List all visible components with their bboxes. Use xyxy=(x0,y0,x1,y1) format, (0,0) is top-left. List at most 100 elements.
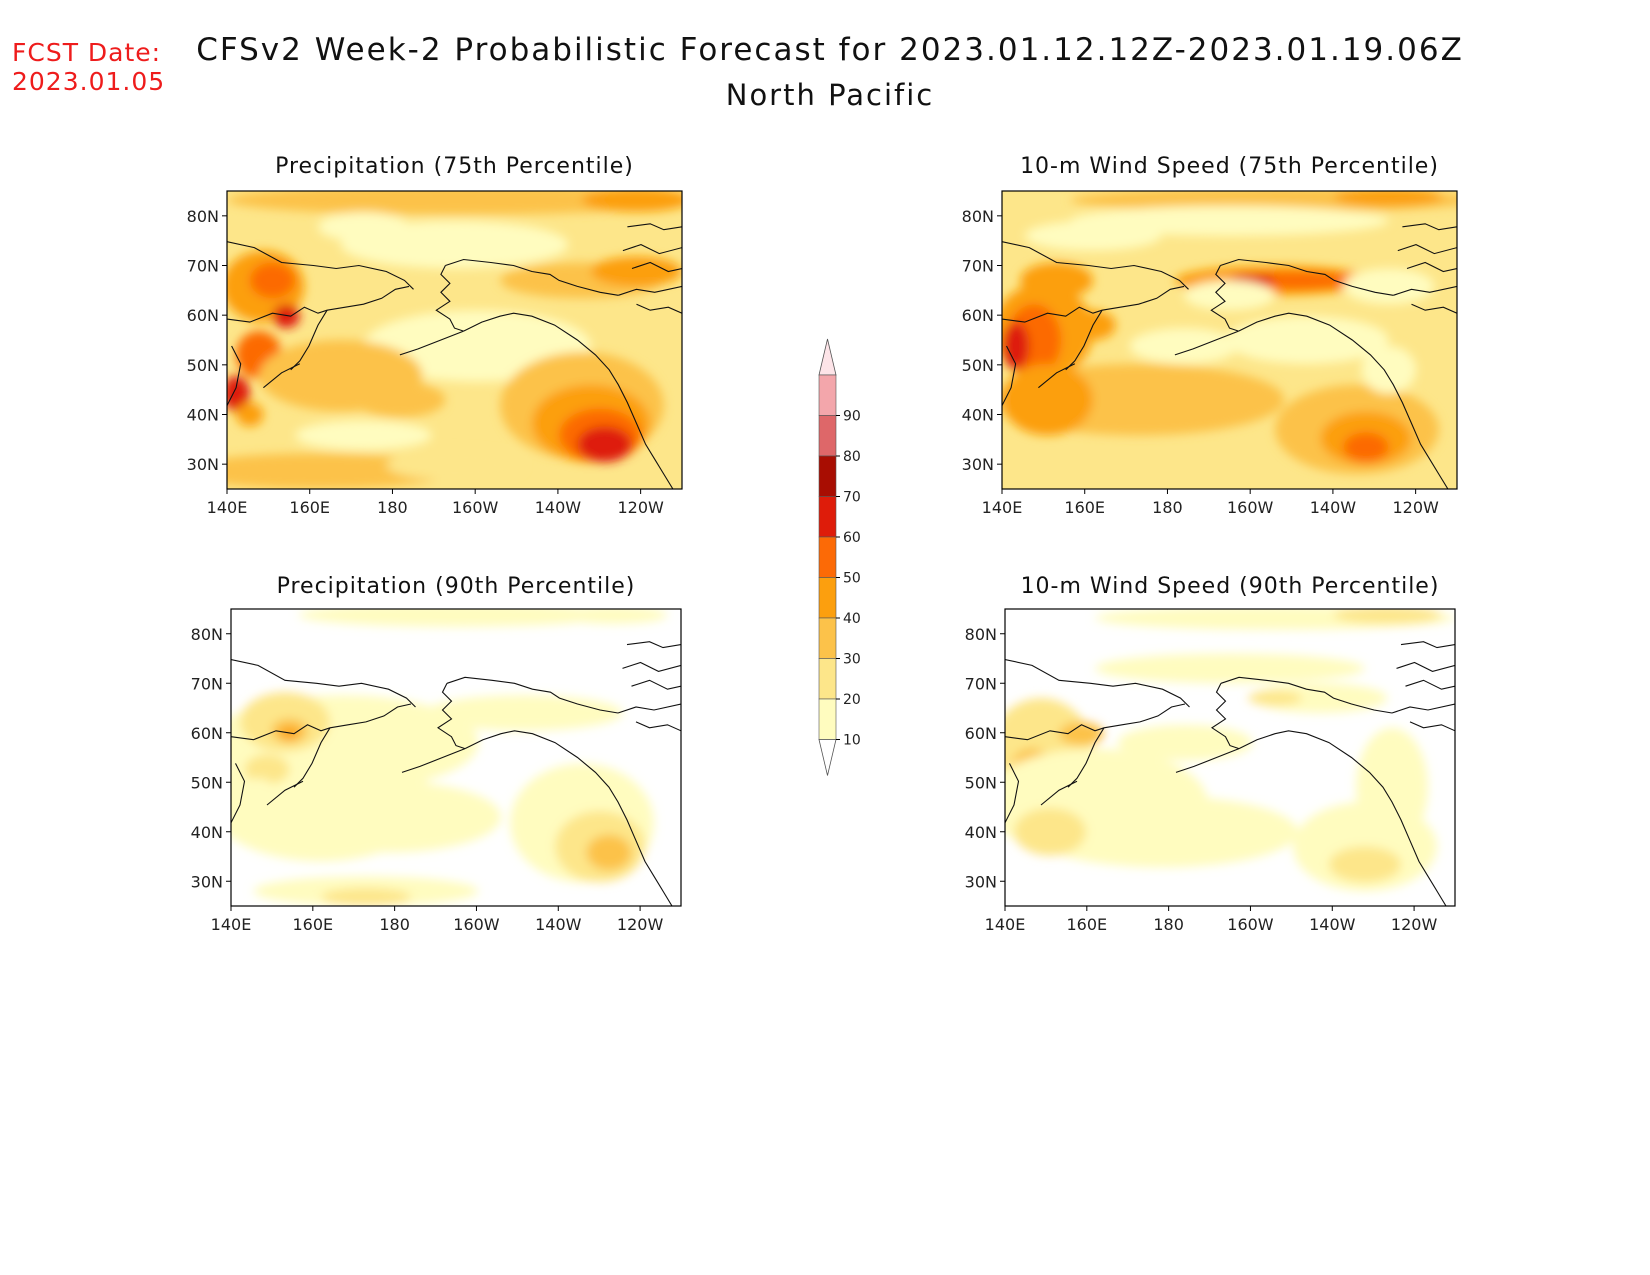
x-tick-label: 140W xyxy=(1310,498,1357,517)
x-tick-label: 140W xyxy=(535,498,582,517)
y-tick-label: 30N xyxy=(187,455,219,474)
colorbar-segment xyxy=(818,577,837,619)
map-frame xyxy=(1004,608,1456,907)
y-tick-label: 60N xyxy=(962,306,994,325)
x-tick-label: 160E xyxy=(1066,915,1107,934)
colorbar-segment xyxy=(818,338,837,376)
colorbar-label: 40 xyxy=(843,611,861,627)
colorbar-label: 80 xyxy=(843,449,861,465)
x-tick-label: 160E xyxy=(1064,498,1105,517)
coastline xyxy=(1409,721,1455,732)
coastline xyxy=(1238,730,1447,906)
x-tick-label: 120W xyxy=(1391,915,1438,934)
coastline xyxy=(401,748,466,773)
x-tick-label: 140E xyxy=(982,498,1023,517)
coastline xyxy=(231,763,246,824)
y-tick-label: 70N xyxy=(191,674,223,693)
x-tick-label: 160E xyxy=(292,915,333,934)
field-contour xyxy=(1329,846,1401,883)
field-contour xyxy=(386,450,523,481)
map-panel-wind75: 10-m Wind Speed (75th Percentile) 140E 160… xyxy=(962,154,1458,517)
coastline xyxy=(1397,244,1457,255)
y-tick-label: 50N xyxy=(187,356,219,375)
map-frame xyxy=(1001,190,1458,490)
x-tick-label: 140E xyxy=(985,915,1026,934)
coastline xyxy=(1174,330,1239,356)
coastline xyxy=(1005,703,1186,741)
map-panel-wind90: 10-m Wind Speed (90th Percentile) 140E 160… xyxy=(965,574,1456,934)
field-contour xyxy=(1184,280,1275,311)
fcst-date-caption: FCST Date: xyxy=(12,38,162,67)
field-contour xyxy=(236,402,264,427)
page-title: CFSv2 Week-2 Probabilistic Forecast for … xyxy=(196,32,1464,68)
y-tick-label: 30N xyxy=(965,872,997,891)
field-contour xyxy=(1252,683,1388,713)
y-tick-label: 30N xyxy=(191,872,223,891)
field-contour xyxy=(1059,721,1104,746)
field-shading xyxy=(227,191,682,489)
field-contour xyxy=(240,778,276,808)
coastline xyxy=(1393,285,1457,296)
field-contour xyxy=(280,727,299,740)
y-tick-label: 40N xyxy=(191,823,223,842)
coastline xyxy=(627,223,682,231)
colorbar-label: 60 xyxy=(843,530,861,546)
field-contour xyxy=(1334,191,1444,206)
y-tick-label: 70N xyxy=(187,257,219,276)
y-tick-label: 70N xyxy=(965,674,997,693)
coastline xyxy=(266,780,304,806)
coastline xyxy=(1065,309,1103,371)
coastline xyxy=(1038,363,1076,389)
coastline xyxy=(1402,223,1457,231)
field-contour xyxy=(1002,322,1030,370)
field-contour xyxy=(295,420,432,451)
field-contour xyxy=(1024,220,1162,251)
y-tick-label: 50N xyxy=(191,773,223,792)
coastlines xyxy=(227,223,682,489)
field-contour xyxy=(1020,262,1093,299)
coastline xyxy=(1220,676,1393,714)
panel-title: Precipitation (75th Percentile) xyxy=(275,154,634,179)
coastline xyxy=(631,679,681,690)
coastline xyxy=(636,303,682,314)
x-tick-label: 120W xyxy=(1392,498,1439,517)
field-contour xyxy=(244,754,290,785)
coastline xyxy=(435,265,464,332)
field-contour xyxy=(1343,432,1389,463)
map-panels: Precipitation (75th Percentile)140E 160E 1… xyxy=(187,154,1458,934)
x-tick-label: 140E xyxy=(211,915,252,934)
field-shading xyxy=(1005,609,1455,906)
coastline xyxy=(293,727,331,788)
field-contour xyxy=(577,426,632,463)
coastline xyxy=(227,285,410,323)
x-tick-label: 120W xyxy=(617,498,664,517)
field-contour xyxy=(1129,328,1239,364)
coastline xyxy=(1210,265,1239,332)
coastline xyxy=(1238,312,1449,489)
coastline xyxy=(1005,658,1190,708)
coastline xyxy=(1391,703,1455,714)
y-tick-label: 40N xyxy=(187,406,219,425)
field-shading xyxy=(231,609,681,906)
coastline xyxy=(1406,261,1457,273)
y-tick-label: 60N xyxy=(187,306,219,325)
x-tick-label: 160W xyxy=(1227,498,1274,517)
colorbar-label: 90 xyxy=(843,409,861,425)
coastline xyxy=(445,258,619,296)
coastline xyxy=(227,345,242,406)
coastline xyxy=(617,703,681,714)
field-contour xyxy=(227,191,682,215)
x-tick-label: 160W xyxy=(1227,915,1274,934)
coastline xyxy=(626,641,681,649)
field-contour xyxy=(249,262,296,299)
field-contour xyxy=(586,834,632,871)
coastline xyxy=(231,658,416,708)
coastline xyxy=(399,330,464,356)
colorbar-label: 70 xyxy=(843,490,861,506)
panel-title: 10-m Wind Speed (75th Percentile) xyxy=(1020,154,1439,179)
colorbar-label: 30 xyxy=(843,652,861,668)
coastline xyxy=(1396,661,1455,672)
x-tick-label: 140W xyxy=(535,915,582,934)
coastline xyxy=(437,683,466,750)
